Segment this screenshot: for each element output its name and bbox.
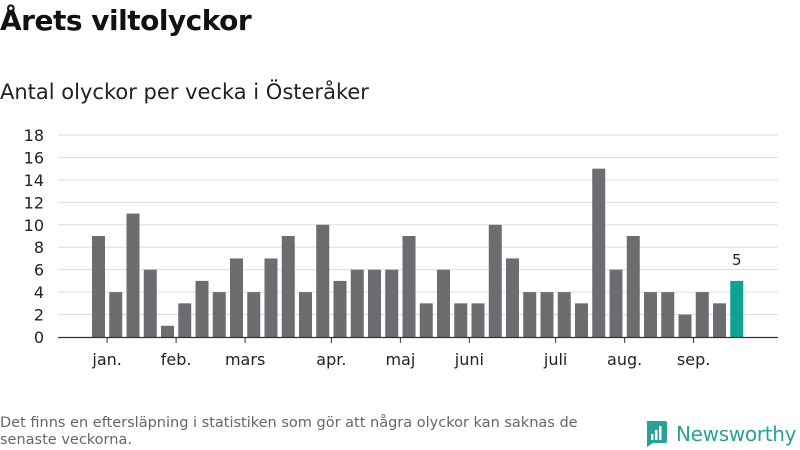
bar	[178, 303, 192, 337]
x-tick-label: sep.	[677, 350, 710, 369]
bar	[713, 303, 726, 337]
bar	[471, 303, 485, 337]
footnote: Det finns en eftersläpning i statistiken…	[0, 415, 578, 448]
x-axis-labels: jan. feb. mars apr. maj juni juli aug. sep.	[91, 337, 710, 369]
data-label: 5	[732, 251, 742, 269]
bar	[299, 292, 312, 337]
bar	[437, 269, 450, 337]
bar	[540, 292, 554, 337]
bar	[109, 292, 123, 337]
newsworthy-logo-icon	[646, 421, 667, 447]
annotations: 5	[732, 251, 742, 269]
y-tick-label: 18	[24, 126, 44, 145]
bar	[385, 269, 399, 337]
x-tick-label: juni	[454, 350, 484, 369]
bar	[333, 280, 347, 337]
x-tick-label: feb.	[161, 350, 192, 369]
y-axis-labels: 0 2 4 6 8 10 12 14 16 18	[24, 126, 44, 347]
y-tick-label: 10	[24, 216, 44, 235]
bar	[575, 303, 588, 337]
bar	[92, 236, 105, 337]
bar	[488, 224, 502, 337]
x-tick-label: maj	[385, 350, 415, 369]
bar	[281, 236, 295, 337]
y-tick-label: 16	[24, 148, 44, 167]
y-tick-label: 2	[34, 306, 44, 325]
bar	[230, 258, 243, 337]
bar	[126, 213, 140, 337]
y-tick-label: 14	[24, 171, 44, 190]
bar	[454, 303, 468, 337]
bar-highlight	[730, 280, 744, 337]
chart-subtitle: Antal olyckor per vecka i Österåker	[0, 80, 369, 104]
x-tick-label: apr.	[316, 350, 346, 369]
bar	[161, 325, 174, 337]
bar	[644, 292, 657, 337]
bar	[678, 314, 692, 337]
bar	[195, 280, 209, 337]
bar	[143, 269, 157, 337]
chart-title: Årets viltolyckor	[0, 4, 252, 37]
bar	[316, 224, 330, 337]
bar	[695, 292, 709, 337]
x-tick-label: juli	[543, 350, 567, 369]
x-tick-label: jan.	[91, 350, 121, 369]
y-tick-label: 8	[34, 238, 44, 257]
brand-logo: Newsworthy	[644, 420, 797, 448]
bar	[402, 236, 416, 337]
bar	[264, 258, 278, 337]
bar	[368, 269, 381, 337]
y-tick-label: 6	[34, 261, 44, 280]
bar	[506, 258, 519, 337]
y-tick-label: 12	[24, 193, 44, 212]
bar	[350, 269, 364, 337]
gridlines	[58, 134, 778, 316]
bar	[419, 303, 433, 337]
y-tick-label: 4	[34, 283, 44, 302]
bar	[609, 269, 623, 337]
bar	[212, 292, 226, 337]
bar	[523, 292, 537, 337]
bar	[557, 292, 571, 337]
bar	[247, 292, 261, 337]
x-tick-label: aug.	[607, 350, 642, 369]
bar	[626, 236, 640, 337]
bar	[592, 168, 606, 337]
y-tick-label: 0	[34, 328, 44, 347]
bar	[661, 292, 675, 337]
x-tick-label: mars	[225, 350, 265, 369]
bars	[92, 168, 744, 337]
brand-name: Newsworthy	[676, 422, 797, 446]
